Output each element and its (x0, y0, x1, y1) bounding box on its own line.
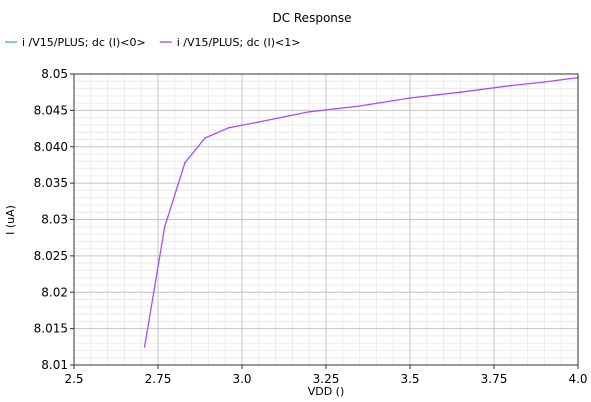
data-point[interactable] (184, 161, 186, 164)
x-tick-label: 3.5 (400, 372, 419, 386)
y-axis-label: I (uA) (4, 205, 17, 235)
x-tick-label: 4.0 (568, 372, 587, 386)
data-point[interactable] (227, 127, 230, 129)
y-tick-label: 8.035 (34, 176, 68, 190)
x-tick-label: 3.0 (232, 372, 251, 386)
data-point[interactable] (163, 225, 166, 228)
legend[interactable]: i /V15/PLUS; dc (I)<0> i /V15/PLUS; dc (I… (5, 36, 300, 49)
data-point[interactable] (543, 81, 546, 83)
plot-area[interactable] (73, 73, 579, 366)
chart-title: DC Response (272, 11, 351, 25)
x-tick-label: 3.75 (481, 372, 508, 386)
y-tick-label: 8.05 (41, 67, 68, 81)
data-point[interactable] (510, 84, 512, 87)
y-tick-label: 8.03 (41, 213, 68, 227)
data-point[interactable] (258, 121, 260, 123)
axes: 2.5 2.75 3.0 3.25 3.5 3.75 4.0 8.01 8.015 8.02 8.0… (34, 67, 588, 386)
data-point[interactable] (358, 105, 361, 107)
y-tick-label: 8.045 (34, 103, 68, 117)
legend-label: i /V15/PLUS; dc (I)<0> (22, 36, 146, 49)
data-point[interactable] (409, 97, 411, 99)
data-point[interactable] (204, 137, 206, 139)
data-point[interactable] (143, 346, 146, 348)
x-tick-label: 3.25 (313, 372, 340, 386)
y-tick-label: 8.01 (41, 358, 68, 372)
x-tick-label: 2.5 (64, 372, 83, 386)
y-tick-label: 8.040 (34, 140, 68, 154)
legend-item-1[interactable]: i /V15/PLUS; dc (I)<1> (159, 36, 301, 49)
legend-item-0[interactable]: i /V15/PLUS; dc (I)<0> (5, 36, 146, 49)
data-point[interactable] (308, 111, 311, 113)
x-axis-label: VDD () (308, 385, 345, 398)
y-tick-label: 8.025 (34, 249, 68, 263)
y-tick-label: 8.015 (34, 322, 68, 336)
y-tick-label: 8.02 (41, 285, 68, 299)
x-tick-label: 2.75 (145, 372, 172, 386)
legend-label: i /V15/PLUS; dc (I)<1> (177, 36, 301, 49)
data-point[interactable] (459, 91, 462, 93)
